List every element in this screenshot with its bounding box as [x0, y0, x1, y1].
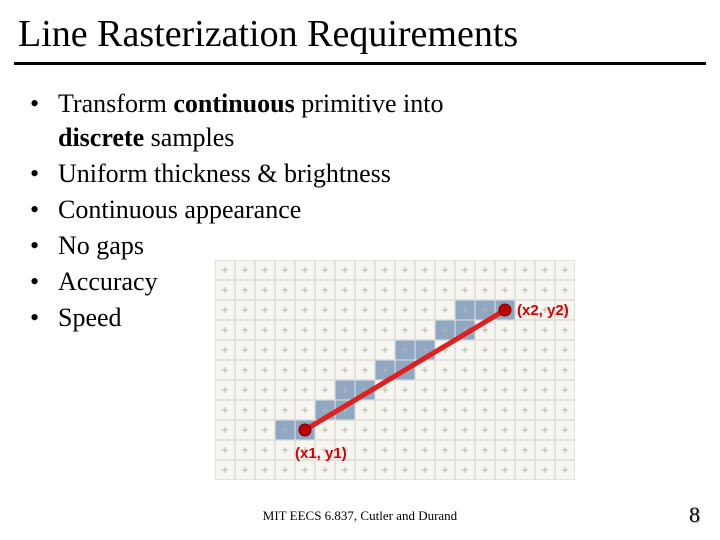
bullet-icon: • [30, 265, 58, 299]
bullet-text: Speed [58, 301, 122, 335]
list-item: • Continuous appearance [30, 193, 700, 227]
list-item: • Transform continuous primitive into di… [30, 87, 700, 155]
bullet-icon: • [30, 87, 58, 121]
bullet-icon: • [30, 229, 58, 263]
svg-text:(x2, y2): (x2, y2) [517, 302, 569, 319]
bullet-text: Continuous appearance [58, 193, 301, 227]
svg-text:(x1, y1): (x1, y1) [295, 445, 347, 462]
list-item: • No gaps [30, 229, 700, 263]
bullet-text: Transform continuous primitive into disc… [58, 87, 443, 155]
bullet-icon: • [30, 157, 58, 191]
bullet-text: Uniform thickness & brightness [58, 157, 391, 191]
page-number: 8 [689, 502, 700, 528]
raster-grid-svg: (x1, y1) (x2, y2) [215, 260, 595, 510]
footer-text: MIT EECS 6.837, Cutler and Durand [0, 508, 720, 524]
bullet-text: Accuracy [58, 265, 158, 299]
list-item: • Uniform thickness & brightness [30, 157, 700, 191]
bullet-icon: • [30, 193, 58, 227]
bullet-icon: • [30, 301, 58, 335]
rasterization-figure: (x1, y1) (x2, y2) [215, 260, 585, 515]
bullet-text: No gaps [58, 229, 144, 263]
page-title: Line Rasterization Requirements [0, 0, 720, 62]
